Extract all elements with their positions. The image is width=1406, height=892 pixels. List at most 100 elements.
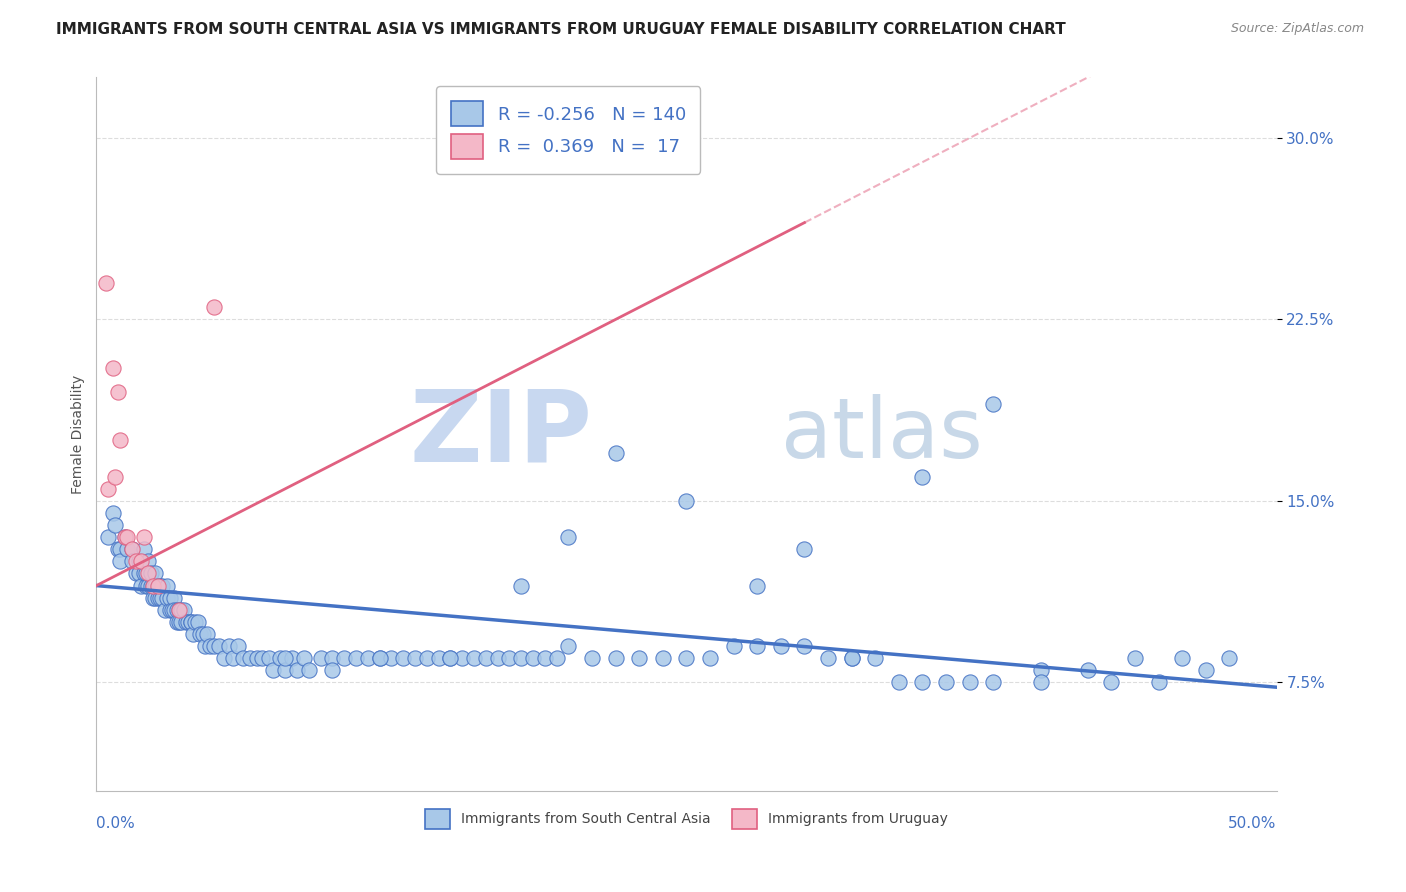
- Point: [149, 578, 172, 592]
- Point: [841, 651, 863, 665]
- Point: [121, 554, 143, 568]
- Point: [222, 651, 245, 665]
- Point: [250, 651, 273, 665]
- Point: [404, 651, 426, 665]
- Point: [246, 651, 269, 665]
- Point: [557, 530, 579, 544]
- Point: [108, 434, 131, 448]
- Point: [344, 651, 367, 665]
- Point: [139, 578, 162, 592]
- Point: [675, 494, 697, 508]
- Point: [368, 651, 391, 665]
- Point: [439, 651, 461, 665]
- Point: [321, 651, 343, 665]
- Point: [170, 603, 193, 617]
- Point: [101, 360, 124, 375]
- Point: [108, 554, 131, 568]
- Point: [101, 506, 124, 520]
- Point: [1171, 651, 1194, 665]
- Point: [152, 591, 174, 605]
- Point: [153, 603, 176, 617]
- Point: [628, 651, 651, 665]
- Point: [142, 578, 165, 592]
- Point: [557, 639, 579, 653]
- Point: [128, 566, 150, 581]
- Point: [218, 639, 240, 653]
- Point: [166, 603, 188, 617]
- Point: [747, 639, 769, 653]
- Point: [1029, 663, 1052, 677]
- Text: atlas: atlas: [780, 394, 983, 475]
- Point: [285, 663, 308, 677]
- Point: [769, 639, 792, 653]
- Point: [129, 554, 152, 568]
- Point: [170, 615, 193, 629]
- Point: [149, 591, 172, 605]
- Point: [159, 603, 181, 617]
- Point: [475, 651, 498, 665]
- Point: [132, 542, 155, 557]
- Point: [143, 566, 166, 581]
- Point: [1029, 675, 1052, 690]
- Point: [139, 566, 162, 581]
- Point: [143, 578, 166, 592]
- Point: [188, 627, 211, 641]
- Point: [159, 591, 181, 605]
- Point: [177, 615, 200, 629]
- Point: [128, 554, 150, 568]
- Point: [132, 566, 155, 581]
- Point: [747, 578, 769, 592]
- Point: [198, 639, 221, 653]
- Point: [292, 651, 315, 665]
- Point: [793, 639, 815, 653]
- Point: [269, 651, 291, 665]
- Point: [1099, 675, 1122, 690]
- Point: [107, 384, 129, 399]
- Point: [180, 615, 202, 629]
- Point: [212, 651, 235, 665]
- Point: [546, 651, 568, 665]
- Point: [959, 675, 981, 690]
- Point: [581, 651, 603, 665]
- Point: [887, 675, 910, 690]
- Point: [187, 615, 209, 629]
- Text: 50.0%: 50.0%: [1229, 816, 1277, 831]
- Point: [274, 651, 297, 665]
- Point: [152, 578, 174, 592]
- Legend: Immigrants from South Central Asia, Immigrants from Uruguay: Immigrants from South Central Asia, Immi…: [419, 804, 953, 834]
- Point: [321, 663, 343, 677]
- Point: [163, 603, 186, 617]
- Point: [451, 651, 474, 665]
- Point: [142, 578, 165, 592]
- Y-axis label: Female Disability: Female Disability: [72, 375, 86, 494]
- Point: [1123, 651, 1146, 665]
- Point: [166, 615, 188, 629]
- Point: [911, 469, 934, 483]
- Point: [194, 639, 217, 653]
- Point: [142, 591, 165, 605]
- Text: IMMIGRANTS FROM SOUTH CENTRAL ASIA VS IMMIGRANTS FROM URUGUAY FEMALE DISABILITY : IMMIGRANTS FROM SOUTH CENTRAL ASIA VS IM…: [56, 22, 1066, 37]
- Point: [675, 651, 697, 665]
- Point: [180, 615, 202, 629]
- Point: [333, 651, 356, 665]
- Point: [1195, 663, 1218, 677]
- Point: [125, 554, 148, 568]
- Point: [167, 603, 190, 617]
- Point: [115, 542, 138, 557]
- Point: [146, 578, 169, 592]
- Point: [1218, 651, 1240, 665]
- Point: [522, 651, 544, 665]
- Point: [121, 542, 143, 557]
- Point: [146, 578, 169, 592]
- Point: [104, 469, 127, 483]
- Point: [135, 566, 157, 581]
- Point: [125, 566, 148, 581]
- Point: [226, 639, 249, 653]
- Point: [1077, 663, 1099, 677]
- Point: [651, 651, 673, 665]
- Point: [132, 530, 155, 544]
- Text: 0.0%: 0.0%: [97, 816, 135, 831]
- Text: Source: ZipAtlas.com: Source: ZipAtlas.com: [1230, 22, 1364, 36]
- Point: [1147, 675, 1170, 690]
- Point: [981, 675, 1004, 690]
